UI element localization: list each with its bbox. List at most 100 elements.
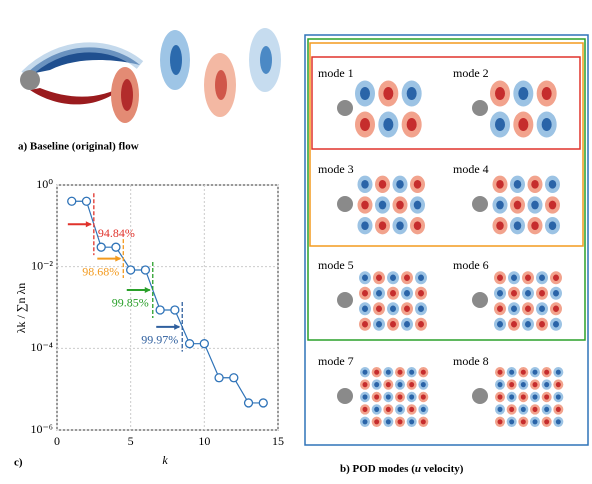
mode-blob (518, 87, 528, 100)
mode-blob (497, 290, 503, 297)
mode-blob (363, 394, 368, 399)
mode-blob (418, 275, 424, 282)
mode-blob (549, 180, 557, 189)
mode-blob (498, 370, 503, 375)
mode-blob (539, 321, 545, 328)
mode-blob (544, 370, 549, 375)
mode-blob (376, 321, 382, 328)
mode-blob (498, 407, 503, 412)
mode-blob (539, 306, 545, 313)
mode-blob (518, 118, 528, 131)
mode-blob (362, 321, 368, 328)
mode-blob (421, 382, 426, 387)
mode-blob (396, 180, 404, 189)
annotation: 99.85% (112, 296, 149, 310)
mode-blob (495, 87, 505, 100)
mode-blob (414, 201, 422, 210)
mode-blob (363, 370, 368, 375)
mode-blob (514, 180, 522, 189)
mode-label: mode 8 (453, 354, 489, 368)
mode-blob (374, 394, 379, 399)
mode-blob (379, 180, 387, 189)
mode-blob (386, 419, 391, 424)
mode-blob (509, 394, 514, 399)
y-tick-label: 10⁻² (31, 258, 53, 272)
y-axis-label: λk / ∑n λn (14, 283, 28, 334)
mode-blob (542, 118, 552, 131)
figure: a) Baseline (original) flow c) k λk / ∑n… (0, 0, 592, 484)
mode-blob (497, 321, 503, 328)
mode-blob (544, 407, 549, 412)
wake-image (12, 5, 300, 130)
mode-blob (414, 221, 422, 230)
mode-blob (398, 370, 403, 375)
mode-blob (525, 306, 531, 313)
point (68, 197, 76, 205)
point (97, 243, 105, 251)
mode-blob (544, 394, 549, 399)
mode-blob (376, 275, 382, 282)
mode-label: mode 5 (318, 258, 354, 272)
mode-blob (531, 201, 539, 210)
mode-blob (421, 407, 426, 412)
mode-blob (418, 321, 424, 328)
x-axis-label: k (162, 453, 168, 467)
mode-blob (539, 290, 545, 297)
mode-blob (521, 382, 526, 387)
mode-blob (533, 382, 538, 387)
y-tick-label: 10⁻⁶ (30, 422, 53, 436)
annotation: 98.68% (82, 264, 119, 278)
cylinder (472, 292, 488, 308)
mode-blob (521, 407, 526, 412)
mode-blob (496, 201, 504, 210)
point (112, 243, 120, 251)
mode-label: mode 7 (318, 354, 354, 368)
mode-blob (525, 290, 531, 297)
cylinder (337, 292, 353, 308)
mode-blob (521, 419, 526, 424)
mode-blob (521, 394, 526, 399)
mode-blob (396, 201, 404, 210)
mode-blob (398, 419, 403, 424)
mode-blob (497, 306, 503, 313)
mode-blob (539, 275, 545, 282)
annotation: 94.84% (98, 226, 135, 240)
point (141, 266, 149, 274)
mode-label: mode 2 (453, 66, 489, 80)
point (127, 266, 135, 274)
mode-blob (361, 180, 369, 189)
mode-blob (361, 201, 369, 210)
mode-blob (386, 407, 391, 412)
cylinder (337, 388, 353, 404)
mode-blob (386, 382, 391, 387)
point (215, 374, 223, 382)
caption-part: velocity) (421, 463, 464, 475)
mode-blob (421, 394, 426, 399)
mode-blob (398, 394, 403, 399)
mode-blob (383, 87, 393, 100)
plot-area (57, 185, 278, 430)
mode-blob (374, 419, 379, 424)
mode-blob (409, 407, 414, 412)
panel-b-caption: b) POD modes (u velocity) (340, 463, 464, 475)
caption-part: b) POD modes ( (340, 463, 415, 475)
point (245, 399, 253, 407)
mode-blob (509, 407, 514, 412)
mode-blob (496, 221, 504, 230)
mode-blob (360, 118, 370, 131)
mode-blob (363, 407, 368, 412)
mode-blob (521, 370, 526, 375)
mode-blob (374, 382, 379, 387)
mode-blob (542, 87, 552, 100)
mode-blob (544, 382, 549, 387)
cylinder (472, 100, 488, 116)
point (156, 306, 164, 314)
mode-blob (390, 290, 396, 297)
mode-label: mode 1 (318, 66, 354, 80)
mode-blob (531, 180, 539, 189)
mode-blob (533, 407, 538, 412)
x-tick-label: 5 (128, 434, 134, 448)
mode-blob (361, 221, 369, 230)
mode-blob (496, 180, 504, 189)
mode-blob (514, 221, 522, 230)
